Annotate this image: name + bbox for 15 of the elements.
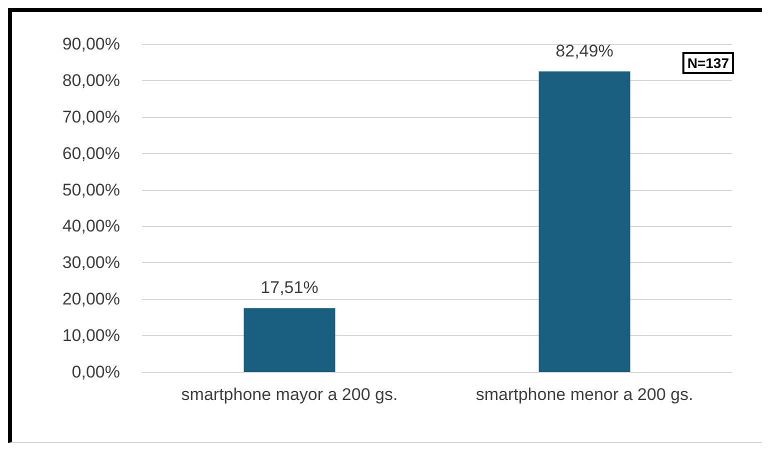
y-tick-label: 50,00% — [62, 180, 120, 200]
x-tick-label: smartphone menor a 200 gs. — [476, 385, 694, 404]
data-label: 17,51% — [260, 278, 318, 298]
annotation: N=137 — [687, 55, 730, 71]
y-tick-label: 80,00% — [62, 70, 120, 90]
x-tick-label: smartphone mayor a 200 gs. — [181, 385, 398, 404]
data-label: 82,49% — [556, 41, 614, 60]
y-tick-label: 90,00% — [62, 34, 120, 54]
y-tick-label: 40,00% — [62, 216, 120, 236]
y-tick-label: 10,00% — [62, 326, 120, 346]
y-tick-label: 0,00% — [72, 362, 120, 382]
y-tick-label: 30,00% — [62, 253, 120, 272]
y-tick-label: 70,00% — [62, 107, 120, 126]
y-tick-label: 20,00% — [62, 290, 120, 309]
y-tick-label: 60,00% — [62, 144, 120, 163]
